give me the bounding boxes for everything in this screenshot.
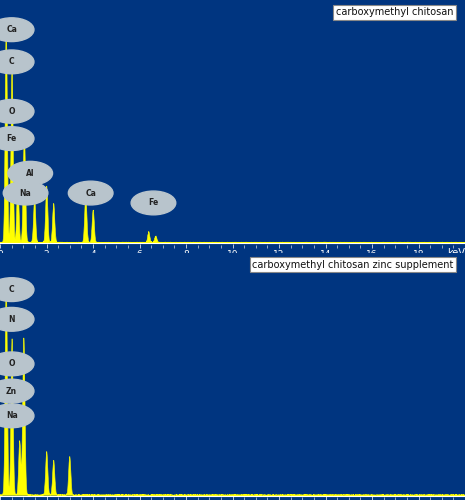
Circle shape	[0, 50, 34, 74]
Text: O: O	[8, 107, 15, 116]
Text: C: C	[9, 58, 14, 66]
Circle shape	[68, 181, 113, 205]
Circle shape	[131, 191, 176, 215]
Text: Al: Al	[26, 169, 34, 178]
Circle shape	[0, 404, 34, 427]
Circle shape	[0, 18, 34, 42]
Circle shape	[0, 100, 34, 124]
Circle shape	[0, 126, 34, 150]
Text: Ca: Ca	[85, 188, 96, 198]
Text: Na: Na	[20, 188, 32, 198]
Circle shape	[0, 352, 34, 376]
Circle shape	[3, 181, 48, 205]
Text: keV: keV	[447, 248, 465, 258]
Text: Ca: Ca	[6, 25, 17, 34]
Text: Fe: Fe	[7, 134, 17, 143]
Text: carboxymethyl chitosan zinc supplement: carboxymethyl chitosan zinc supplement	[252, 260, 453, 270]
Text: C: C	[9, 285, 14, 294]
Text: Na: Na	[6, 412, 18, 420]
Circle shape	[0, 379, 34, 403]
Circle shape	[8, 162, 53, 185]
Text: O: O	[8, 360, 15, 368]
Text: Zn: Zn	[6, 386, 17, 396]
Text: N: N	[8, 315, 15, 324]
Circle shape	[0, 278, 34, 301]
Text: Fe: Fe	[148, 198, 159, 207]
Circle shape	[0, 308, 34, 331]
Text: carboxymethyl chitosan: carboxymethyl chitosan	[336, 8, 453, 18]
